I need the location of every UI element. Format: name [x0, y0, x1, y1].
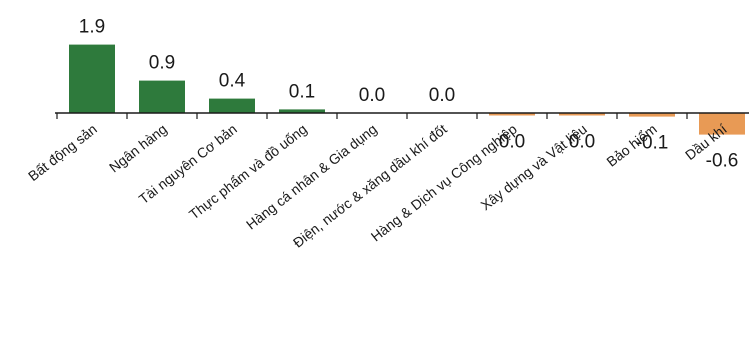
bar — [629, 113, 675, 117]
tick-group — [56, 113, 688, 119]
value-label: 0.0 — [499, 132, 525, 153]
value-label: 0.0 — [569, 132, 595, 153]
category-label: Thực phẩm và đồ uống — [186, 121, 310, 223]
value-labels-group: 1.9 0.9 0.4 0.1 0.0 0.0 0.0 0.0 -0.1 -0.6 — [79, 17, 739, 172]
value-label: 0.1 — [289, 81, 315, 102]
category-label: Ngân hàng — [106, 121, 170, 176]
value-label: 0.9 — [149, 53, 175, 74]
value-label: 0.0 — [359, 85, 385, 106]
category-label: Hàng & Dịch vụ Công nghiệp — [368, 121, 520, 245]
bars-group — [69, 44, 745, 135]
bar — [699, 113, 745, 135]
bar — [559, 113, 605, 116]
bar — [139, 80, 185, 113]
value-label: 0.4 — [219, 71, 246, 92]
category-label: Bất động sản — [25, 121, 100, 184]
value-label: 1.9 — [79, 17, 105, 38]
bar — [69, 44, 115, 113]
value-label: 0.0 — [429, 85, 455, 106]
bar — [209, 98, 255, 113]
bar — [279, 109, 325, 113]
category-label: Hàng cá nhân & Gia dụng — [243, 121, 380, 233]
value-label: -0.6 — [706, 151, 739, 172]
bar — [489, 113, 535, 116]
value-label: -0.1 — [636, 133, 669, 154]
